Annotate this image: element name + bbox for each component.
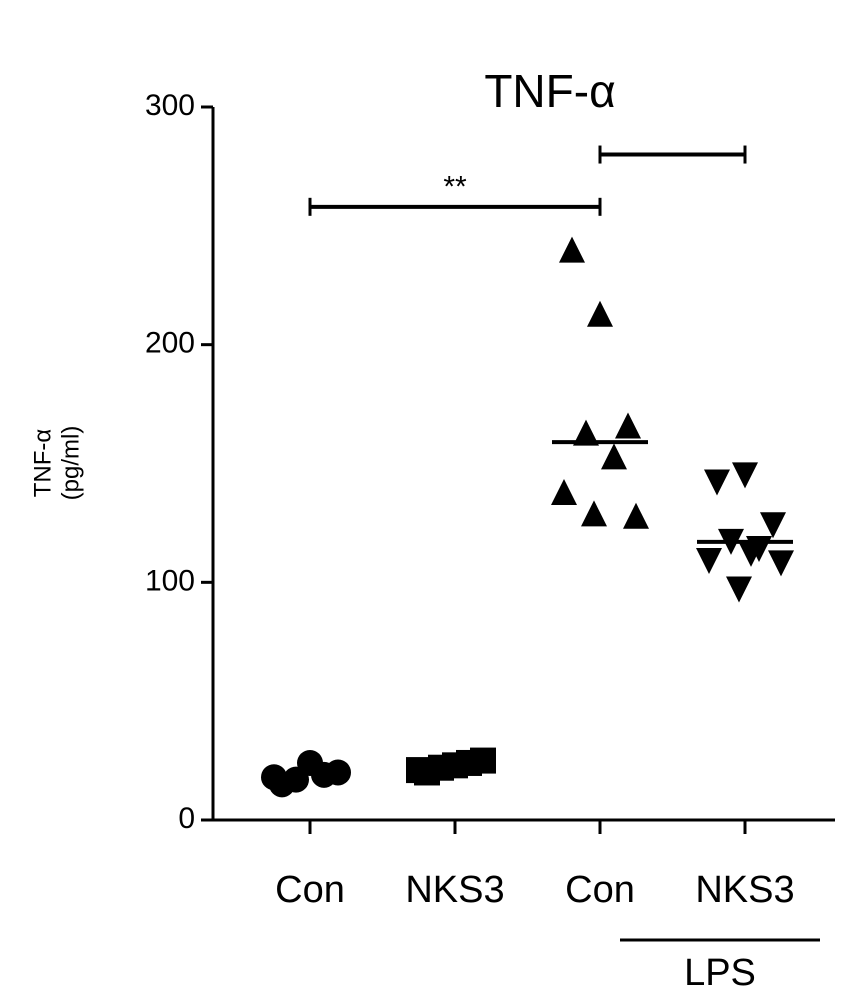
- y-tick-label: 0: [178, 802, 195, 835]
- point: [581, 500, 607, 527]
- point: [559, 236, 585, 263]
- point: [623, 502, 649, 529]
- point: [615, 412, 641, 439]
- y-axis-title-line: TNF-α: [29, 429, 56, 498]
- point: [261, 764, 287, 791]
- chart-title: TNF-α: [484, 65, 615, 117]
- point: [428, 754, 454, 781]
- group-label: LPS: [684, 952, 756, 994]
- point: [406, 757, 432, 784]
- y-tick-label: 100: [145, 564, 195, 597]
- y-axis-title: TNF-α (pg/ml): [29, 426, 84, 501]
- point: [768, 550, 794, 577]
- x-tick-label: Con: [565, 869, 635, 911]
- x-tick-label: NKS3: [405, 869, 504, 911]
- point: [456, 749, 482, 776]
- y-tick-label: 300: [145, 89, 195, 122]
- y-tick-label: 200: [145, 327, 195, 360]
- point: [760, 512, 786, 539]
- point: [601, 443, 627, 470]
- point: [587, 300, 613, 327]
- point: [311, 761, 337, 788]
- x-tick-label: Con: [275, 869, 345, 911]
- point: [738, 540, 764, 567]
- x-tick-label: NKS3: [695, 869, 794, 911]
- point: [551, 479, 577, 506]
- point: [732, 462, 758, 489]
- bracket-label: **: [443, 171, 467, 204]
- point: [696, 547, 722, 574]
- point: [704, 469, 730, 496]
- point: [283, 766, 309, 793]
- point: [726, 576, 752, 603]
- y-axis-title-line: (pg/ml): [57, 426, 84, 501]
- point: [573, 419, 599, 446]
